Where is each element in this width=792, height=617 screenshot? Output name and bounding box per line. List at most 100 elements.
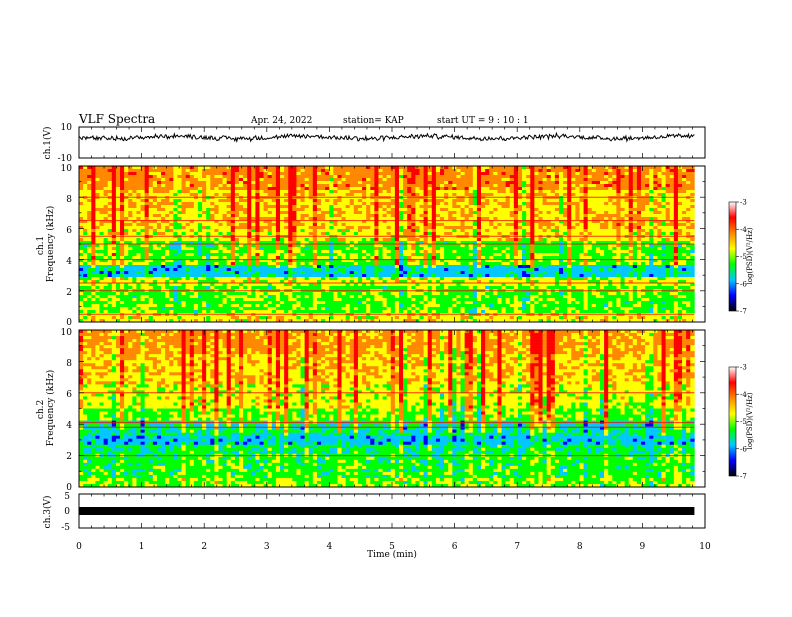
spectrogram-cell [358, 238, 362, 241]
spectrogram-cell [321, 256, 325, 259]
spectrogram-cell [305, 208, 309, 211]
spectrogram-cell [141, 178, 145, 181]
spectrogram-cell [358, 271, 362, 274]
spectrogram-cell [424, 226, 428, 229]
spectrogram-cell [309, 316, 313, 319]
spectrogram-cell [407, 310, 411, 313]
spectrogram-cell [132, 205, 136, 208]
spectrogram-cell [247, 274, 251, 277]
spectrogram-cell [210, 298, 214, 301]
spectrogram-cell [136, 292, 140, 295]
spectrogram-cell [79, 184, 83, 187]
spectrogram-cell [255, 178, 259, 181]
spectrogram-cell [128, 298, 132, 301]
spectrogram-cell [317, 178, 321, 181]
spectrogram-cell [313, 307, 317, 310]
spectrogram-cell [149, 169, 153, 172]
spectrogram-cell [301, 298, 305, 301]
spectrogram-cell [354, 265, 358, 268]
spectrogram-cell [362, 217, 366, 220]
spectrogram-cell [276, 298, 280, 301]
spectrogram-cell [288, 184, 292, 187]
spectrogram-cell [165, 262, 169, 265]
spectrogram-cell [452, 292, 456, 295]
spectrogram-cell [83, 223, 87, 226]
spectrogram-cell [149, 193, 153, 196]
spectrogram-cell [391, 250, 395, 253]
spectrogram-cell [153, 262, 157, 265]
spectrogram-cell [333, 214, 337, 217]
spectrogram-cell [301, 304, 305, 307]
spectrogram-cell [448, 238, 452, 241]
spectrogram-cell [428, 205, 432, 208]
spectrogram-cell [210, 184, 214, 187]
spectrogram-cell [153, 304, 157, 307]
spectrogram-cell [280, 214, 284, 217]
spectrogram-cell [214, 202, 218, 205]
spectrogram-cell [141, 304, 145, 307]
spectrogram-cell [452, 178, 456, 181]
spectrogram-cell [157, 202, 161, 205]
spectrogram-cell [280, 208, 284, 211]
spectrogram-cell [395, 223, 399, 226]
spectrogram-cell [313, 301, 317, 304]
spectrogram-cell [268, 274, 272, 277]
spectrogram-cell [415, 172, 419, 175]
spectrogram-cell [210, 223, 214, 226]
spectrogram-cell [186, 253, 190, 256]
spectrogram-cell [301, 253, 305, 256]
spectrogram-cell [415, 247, 419, 250]
spectrogram-cell [350, 229, 354, 232]
spectrogram-cell [83, 202, 87, 205]
spectrogram-cell [165, 172, 169, 175]
spectrogram-cell [108, 304, 112, 307]
spectrogram-cell [374, 250, 378, 253]
spectrogram-cell [247, 169, 251, 172]
spectrogram-cell [440, 247, 444, 250]
spectrogram-cell [395, 298, 399, 301]
spectrogram-cell [424, 304, 428, 307]
spectrogram-cell [395, 178, 399, 181]
spectrogram-cell [223, 304, 227, 307]
spectrogram-cell [337, 298, 341, 301]
spectrogram-cell [428, 226, 432, 229]
spectrogram-cell [358, 223, 362, 226]
spectrogram-cell [415, 202, 419, 205]
spectrogram-cell [395, 211, 399, 214]
spectrogram-cell [79, 247, 83, 250]
spectrogram-cell [182, 286, 186, 289]
spectrogram-cell [132, 292, 136, 295]
spectrogram-cell [420, 223, 424, 226]
spectrogram-cell [100, 274, 104, 277]
spectrogram-cell [391, 238, 395, 241]
spectrogram-cell [342, 238, 346, 241]
spectrogram-cell [337, 214, 341, 217]
spectrogram-cell [362, 292, 366, 295]
spectrogram-cell [383, 295, 387, 298]
spectrogram-cell [239, 181, 243, 184]
spectrogram-cell [108, 199, 112, 202]
spectrogram-cell [387, 274, 391, 277]
spectrogram-cell [305, 316, 309, 319]
spectrogram-cell [292, 223, 296, 226]
spectrogram-cell [276, 268, 280, 271]
spectrogram-cell [247, 298, 251, 301]
spectrogram-cell [448, 187, 452, 190]
spectrogram-cell [251, 271, 255, 274]
spectrogram-cell [136, 202, 140, 205]
spectrogram-cell [407, 205, 411, 208]
spectrogram-cell [182, 316, 186, 319]
spectrogram-cell [366, 247, 370, 250]
spectrogram-cell [456, 181, 460, 184]
spectrogram-cell [440, 271, 444, 274]
spectrogram-cell [362, 253, 366, 256]
spectrogram-cell [132, 262, 136, 265]
spectrogram-cell [452, 187, 456, 190]
spectrogram-cell [165, 169, 169, 172]
spectrogram-cell [231, 298, 235, 301]
spectrogram-cell [403, 223, 407, 226]
spectrogram-cell [383, 298, 387, 301]
spectrogram-cell [255, 277, 259, 280]
spectrogram-cell [116, 178, 120, 181]
spectrogram-cell [190, 268, 194, 271]
